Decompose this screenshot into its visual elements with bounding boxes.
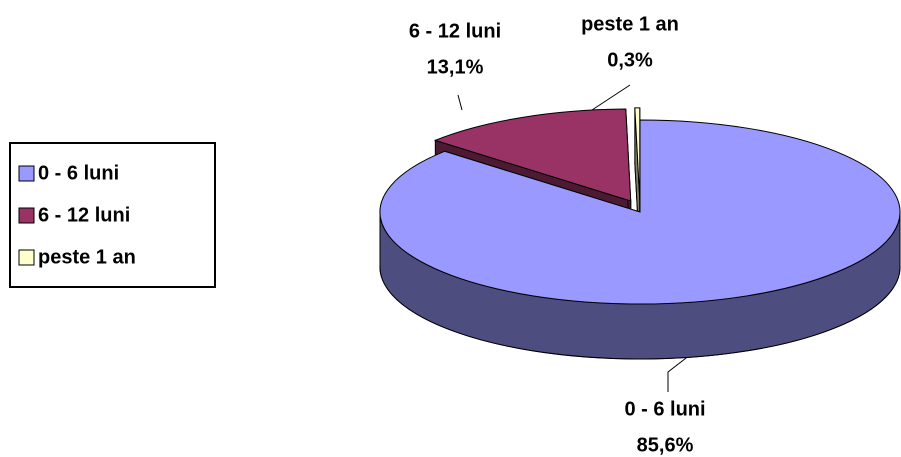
data-label-name: peste 1 an [581,13,679,35]
data-label-value: 0,3% [607,49,653,71]
legend-swatch [18,207,35,224]
data-label-value: 13,1% [427,56,484,78]
data-label-name: 0 - 6 luni [624,398,705,420]
legend-box [9,142,216,288]
data-label-value: 85,6% [637,434,694,456]
slice [433,108,632,202]
slice [634,107,641,200]
legend-label: 0 - 6 luni [38,162,119,184]
slice [379,119,901,305]
leader-line [457,94,463,111]
data-label-name: 6 - 12 luni [409,20,501,42]
legend-swatch [18,249,35,266]
leader-line [591,84,631,111]
legend-label: 6 - 12 luni [38,204,130,226]
legend-label: peste 1 an [38,246,136,268]
legend-swatch [18,165,35,182]
leader-line [667,354,691,392]
